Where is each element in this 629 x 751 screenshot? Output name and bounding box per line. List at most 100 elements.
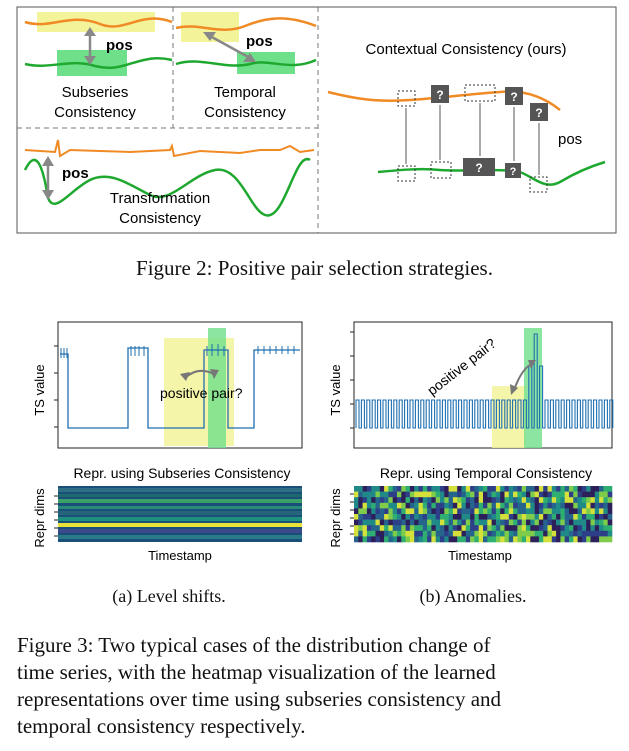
heat-cell	[504, 525, 510, 532]
heat-cell	[483, 491, 488, 498]
heat-cell	[577, 519, 583, 526]
heat-cell	[366, 508, 372, 515]
heat-cell	[586, 508, 591, 515]
heat-cell	[556, 530, 561, 537]
heat-cell	[448, 502, 454, 509]
heat-cell	[607, 502, 613, 509]
heat-cell	[513, 514, 518, 520]
heat-cell	[366, 519, 372, 526]
heat-cell	[483, 536, 488, 543]
heat-cell	[379, 502, 385, 509]
heat-cell	[388, 497, 393, 504]
heat-cell	[414, 525, 419, 532]
heat-cell	[483, 530, 488, 537]
heat-cell	[603, 514, 608, 520]
heat-cell	[452, 486, 458, 492]
unknown-mark: ?	[475, 161, 482, 175]
heat-cell	[397, 491, 402, 498]
heat-cell	[401, 525, 406, 532]
heat-cell	[581, 502, 587, 509]
heat-cell	[569, 486, 574, 492]
heat-cell	[586, 536, 591, 543]
subcaption-b: (b) Anomalies.	[419, 586, 527, 606]
heat-cell	[564, 536, 570, 543]
heat-cell	[465, 486, 471, 492]
heat-cell	[487, 508, 492, 515]
heat-cell	[388, 514, 393, 520]
heat-cell	[470, 502, 475, 509]
heat-cell	[607, 530, 613, 537]
heat-cell	[547, 530, 553, 537]
heat-cell	[513, 530, 518, 537]
heat-cell	[564, 486, 570, 492]
heat-cell	[444, 530, 449, 537]
heat-cell	[371, 530, 376, 537]
heat-cell	[478, 525, 484, 532]
heat-cell	[358, 536, 363, 543]
unknown-mark: ?	[510, 166, 517, 178]
heat-cell	[354, 519, 359, 526]
heat-cell	[474, 530, 479, 537]
heat-cell	[384, 514, 389, 520]
heat-cell	[483, 497, 488, 504]
heat-cell	[474, 486, 479, 492]
heat-cell	[551, 497, 557, 504]
heat-cell	[603, 508, 608, 515]
heat-cell	[452, 497, 458, 504]
masked-box	[505, 87, 523, 105]
heat-cell	[474, 508, 479, 515]
heat-cell	[457, 497, 462, 504]
heat-cell	[538, 514, 544, 520]
unknown-mark: ?	[535, 106, 542, 120]
heat-cell	[375, 486, 381, 492]
heat-cell	[530, 502, 535, 509]
heat-cell	[452, 519, 458, 526]
heat-cell	[427, 525, 432, 532]
heat-cell	[495, 530, 501, 537]
heat-cell	[366, 514, 372, 520]
heat-cell	[594, 536, 600, 543]
heat-cell	[457, 508, 462, 515]
heat-cell	[465, 508, 471, 515]
heat-cell	[530, 530, 535, 537]
heat-cell	[569, 514, 574, 520]
heat-cell	[470, 514, 475, 520]
heat-cell	[409, 514, 415, 520]
heat-cell	[422, 497, 428, 504]
heat-cell	[500, 486, 505, 492]
heat-cell	[478, 508, 484, 515]
transformation-title-1: Transformation	[110, 190, 210, 207]
heat-cell	[388, 502, 393, 509]
heat-cell	[362, 486, 368, 492]
heat-cell	[358, 491, 363, 498]
heat-cell	[478, 502, 484, 509]
heat-cell	[504, 519, 510, 526]
heat-cell	[534, 486, 540, 492]
heat-cell	[556, 502, 561, 509]
heat-cell	[422, 486, 428, 492]
heat-cell	[470, 525, 475, 532]
heat-cell	[461, 514, 467, 520]
heat-cell	[517, 519, 522, 526]
heat-cell	[594, 514, 600, 520]
heat-cell	[392, 508, 398, 515]
heat-cell	[508, 536, 514, 543]
heat-cell	[487, 502, 492, 509]
heat-cell	[521, 491, 527, 498]
green-series	[175, 58, 317, 67]
heat-cell	[444, 497, 449, 504]
heat-cell	[491, 502, 497, 509]
heat-cell	[577, 497, 583, 504]
heat-cell	[500, 491, 505, 498]
heat-cell	[560, 491, 565, 498]
heat-cell	[362, 491, 368, 498]
heat-cell	[354, 508, 359, 515]
heat-cell	[483, 525, 488, 532]
heat-cell	[543, 502, 548, 509]
heat-cell	[573, 491, 578, 498]
heat-cell	[508, 525, 514, 532]
heat-cell	[422, 491, 428, 498]
heat-cell	[384, 502, 389, 509]
heat-cell	[405, 491, 411, 498]
heat-cell	[397, 530, 402, 537]
